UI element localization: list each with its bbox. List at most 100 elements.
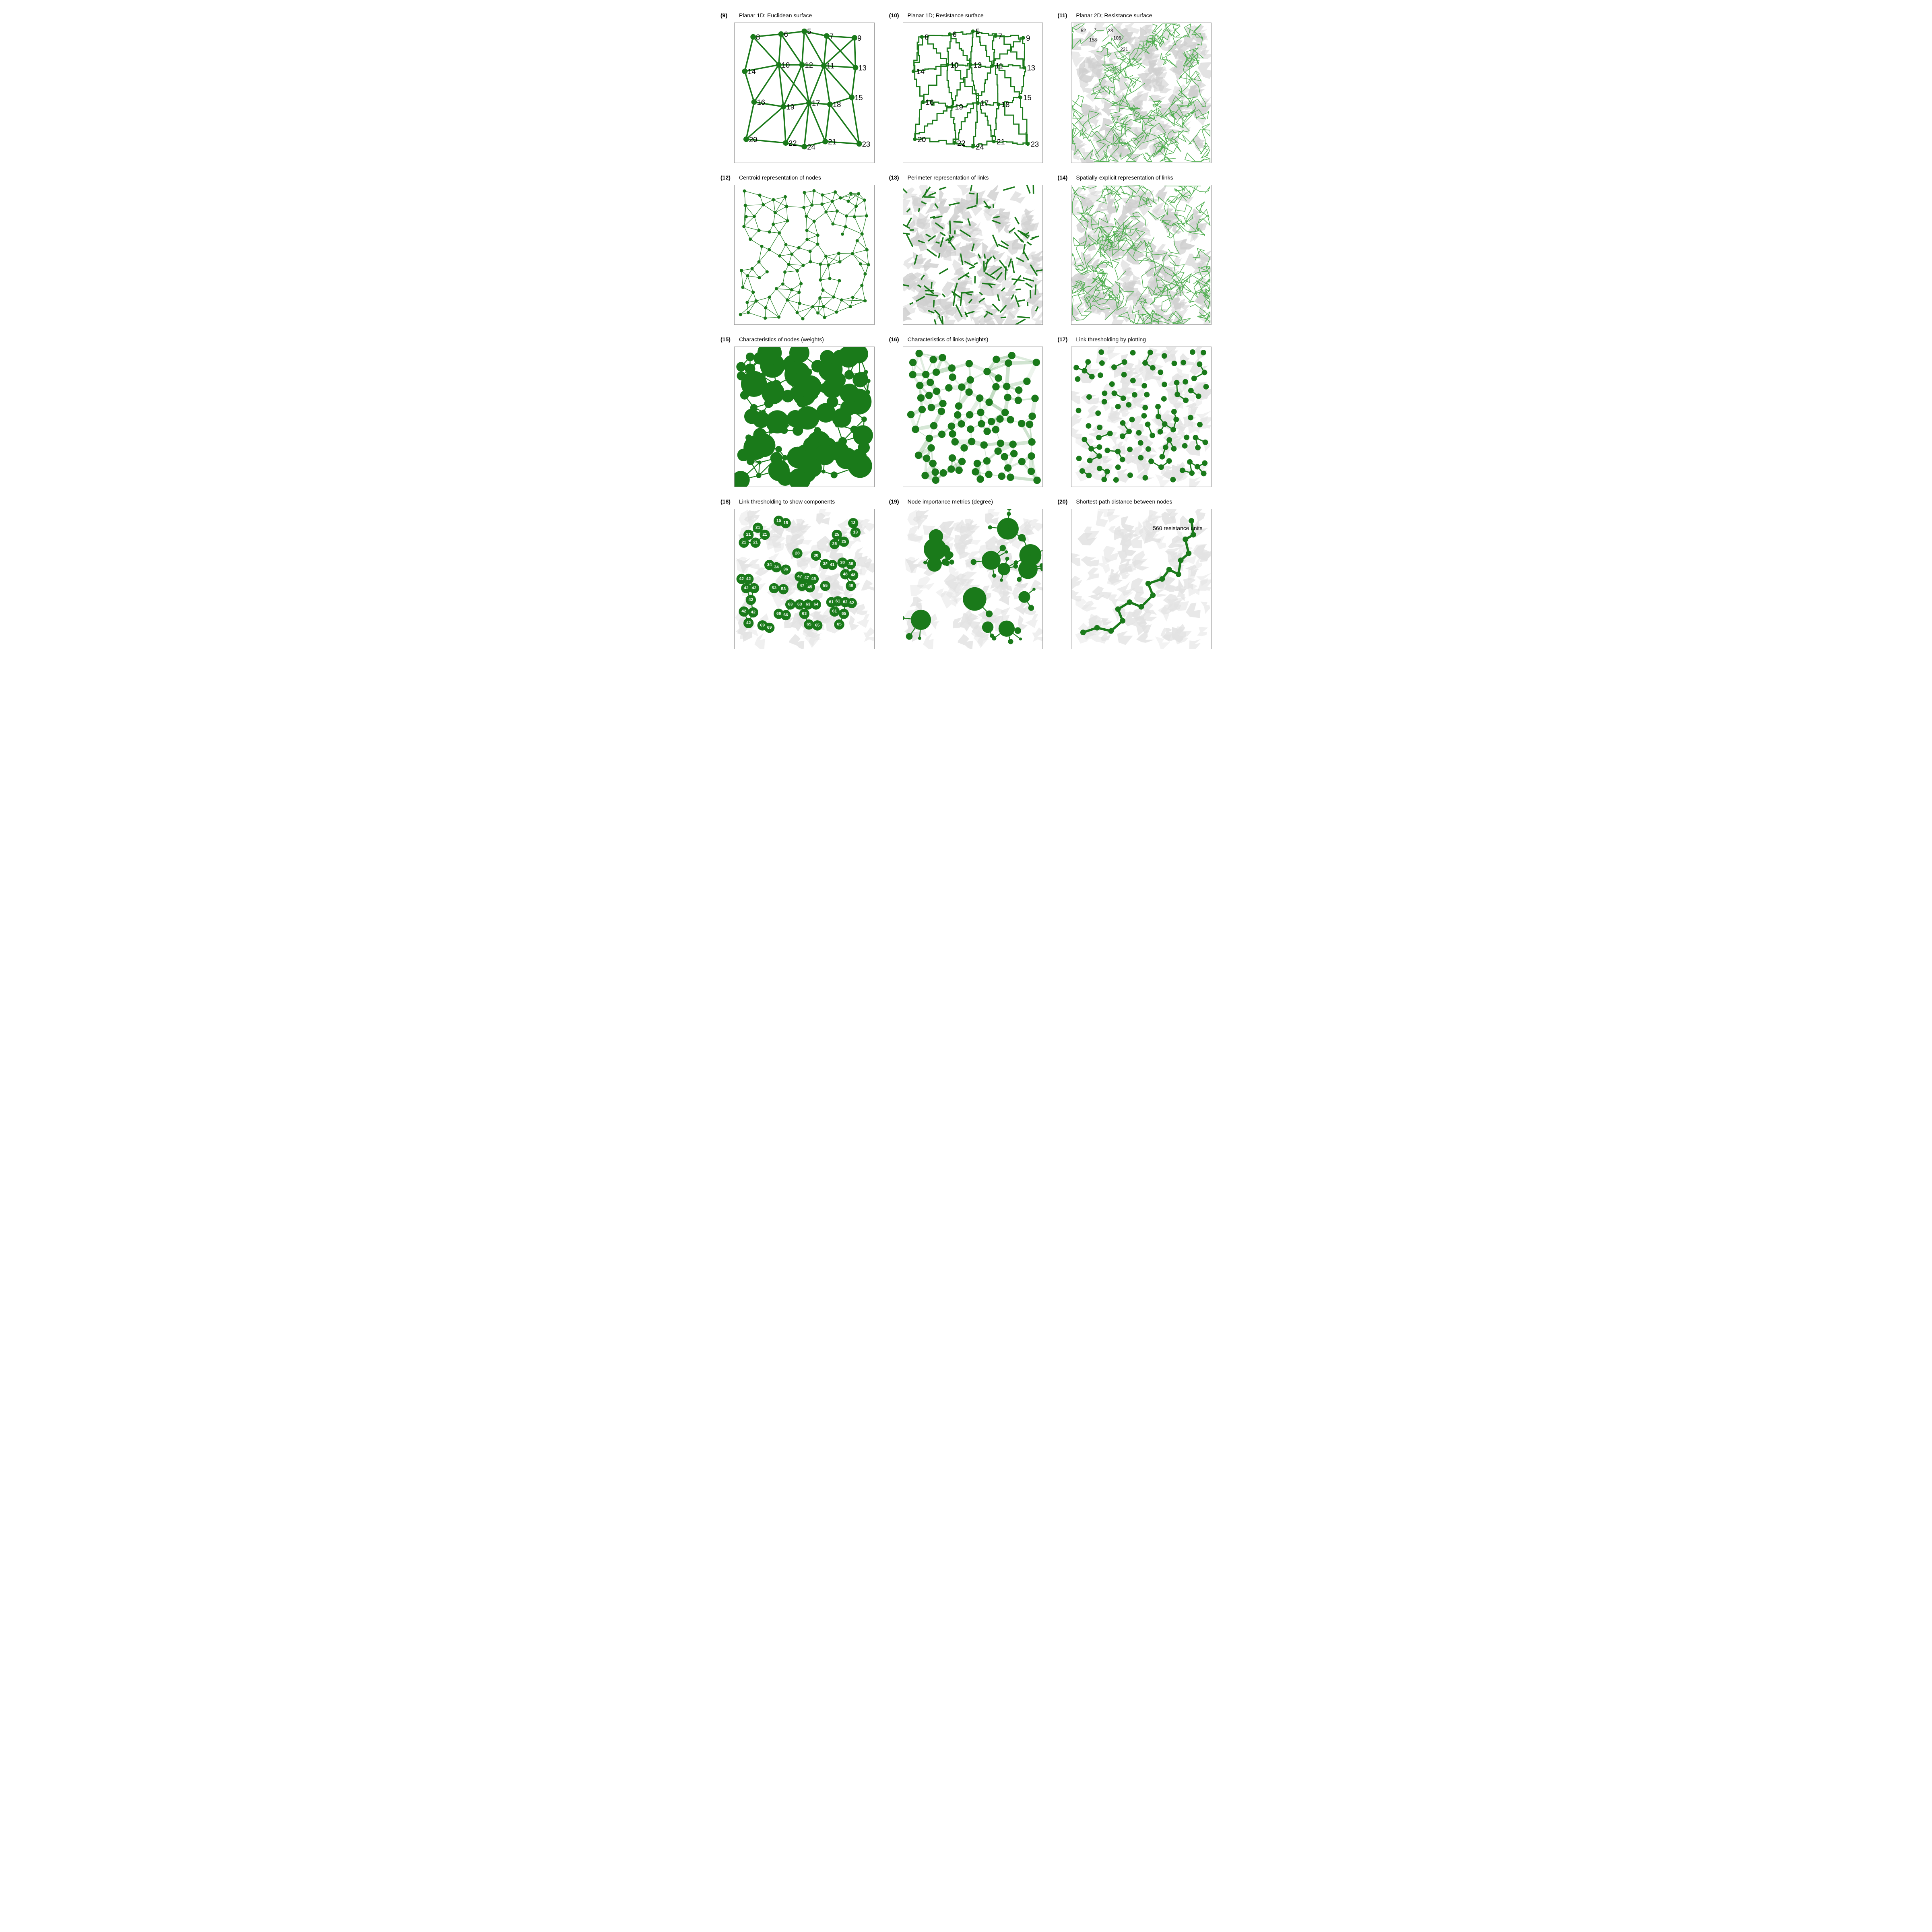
svg-text:42: 42 — [739, 577, 744, 581]
svg-text:16: 16 — [757, 98, 765, 106]
svg-text:24: 24 — [976, 142, 984, 151]
svg-text:17: 17 — [980, 99, 989, 107]
svg-text:42: 42 — [746, 577, 751, 581]
svg-text:23: 23 — [1108, 29, 1113, 33]
panel-number: (17) — [1057, 336, 1071, 343]
svg-text:10: 10 — [782, 61, 790, 69]
svg-text:65: 65 — [842, 612, 846, 616]
panel-number: (10) — [889, 12, 903, 19]
panel-10: (10) Planar 1D; Resistance surface 56789… — [889, 12, 1043, 163]
panel-title: Characteristics of links (weights) — [908, 336, 989, 343]
svg-text:65: 65 — [837, 622, 842, 627]
panel-title: Shortest-path distance between nodes — [1076, 498, 1172, 505]
svg-text:21: 21 — [828, 138, 836, 146]
svg-text:14: 14 — [747, 67, 756, 76]
panel-title: Planar 1D; Euclidean surface — [739, 12, 812, 19]
svg-text:21: 21 — [753, 541, 758, 545]
svg-text:16: 16 — [925, 98, 934, 106]
svg-text:55: 55 — [823, 584, 828, 588]
svg-text:47: 47 — [797, 574, 802, 579]
panel-12: (12) Centroid representation of nodes — [720, 174, 875, 325]
svg-text:38: 38 — [840, 560, 845, 565]
panel-canvas: 56789101112131415161718192021222324 — [903, 23, 1043, 163]
svg-text:106: 106 — [1113, 36, 1121, 41]
panel-number: (20) — [1057, 498, 1071, 505]
panel-canvas — [1071, 185, 1212, 325]
panel-16: (16) Characteristics of links (weights) — [889, 336, 1043, 487]
svg-text:21: 21 — [755, 526, 760, 530]
svg-text:61: 61 — [836, 599, 840, 603]
svg-text:52: 52 — [1081, 29, 1086, 33]
svg-text:66: 66 — [783, 613, 788, 617]
panel-number: (15) — [720, 336, 734, 343]
panel-9: (9) Planar 1D; Euclidean surface 5678910… — [720, 12, 875, 163]
svg-text:25: 25 — [842, 539, 846, 544]
svg-text:15: 15 — [783, 521, 788, 525]
panel-title: Centroid representation of nodes — [739, 174, 821, 181]
svg-text:6: 6 — [784, 30, 788, 39]
panel-number: (9) — [720, 12, 734, 19]
panel-canvas: 2115151321212513212125252830343436384138… — [734, 509, 875, 649]
panel-11: (11) Planar 2D; Resistance surface 52723… — [1057, 12, 1212, 163]
svg-text:48: 48 — [843, 572, 848, 576]
svg-text:17: 17 — [812, 99, 820, 107]
svg-text:42: 42 — [752, 586, 757, 590]
svg-text:158: 158 — [1089, 38, 1097, 43]
svg-text:11: 11 — [827, 62, 834, 70]
panel-title: Spatially-explicit representation of lin… — [1076, 174, 1173, 181]
panel-19: (19) Node importance metrics (degree) — [889, 498, 1043, 649]
panel-13: (13) Perimeter representation of links — [889, 174, 1043, 325]
svg-text:21: 21 — [762, 533, 767, 537]
svg-text:42: 42 — [746, 621, 751, 625]
panel-canvas — [903, 347, 1043, 487]
panel-number: (19) — [889, 498, 903, 505]
svg-text:19: 19 — [955, 103, 963, 111]
svg-text:66: 66 — [776, 612, 781, 616]
svg-text:34: 34 — [774, 565, 779, 570]
svg-text:18: 18 — [833, 100, 841, 109]
svg-text:48: 48 — [851, 573, 856, 578]
svg-text:9: 9 — [857, 34, 861, 42]
svg-text:25: 25 — [834, 533, 839, 537]
svg-text:45: 45 — [811, 577, 816, 581]
svg-text:25: 25 — [832, 542, 837, 546]
panel-title: Characteristics of nodes (weights) — [739, 336, 824, 343]
panel-canvas — [1071, 347, 1212, 487]
panel-title: Planar 2D; Resistance surface — [1076, 12, 1152, 19]
svg-text:14: 14 — [916, 67, 925, 76]
svg-text:22: 22 — [788, 139, 797, 147]
svg-text:42: 42 — [741, 609, 746, 614]
panel-20: (20) Shortest-path distance between node… — [1057, 498, 1212, 649]
svg-text:38: 38 — [823, 562, 828, 566]
svg-text:42: 42 — [749, 598, 753, 602]
svg-text:21: 21 — [741, 541, 746, 545]
panel-canvas: 56789101112131415161718192021222324 — [734, 23, 875, 163]
svg-text:11: 11 — [995, 62, 1003, 70]
panel-number: (13) — [889, 174, 903, 181]
svg-text:69: 69 — [760, 623, 765, 627]
svg-text:15: 15 — [1023, 93, 1032, 102]
svg-text:5: 5 — [976, 27, 980, 36]
panel-18: (18) Link thresholding to show component… — [720, 498, 875, 649]
panel-number: (11) — [1057, 12, 1071, 19]
svg-text:48: 48 — [848, 584, 853, 588]
panel-title: Node importance metrics (degree) — [908, 498, 993, 505]
svg-text:18: 18 — [1001, 100, 1009, 109]
svg-text:61: 61 — [832, 609, 837, 614]
svg-text:6: 6 — [952, 30, 956, 39]
svg-text:63: 63 — [788, 602, 793, 607]
panel-title: Link thresholding to show components — [739, 498, 835, 505]
panel-title: Perimeter representation of links — [908, 174, 989, 181]
svg-text:24: 24 — [807, 142, 815, 151]
svg-text:221: 221 — [1121, 47, 1128, 52]
svg-text:53: 53 — [781, 587, 786, 591]
panel-canvas — [903, 509, 1043, 649]
svg-text:23: 23 — [862, 140, 871, 148]
svg-text:53: 53 — [772, 586, 776, 590]
panel-number: (18) — [720, 498, 734, 505]
svg-text:23: 23 — [1030, 140, 1039, 148]
svg-text:560 resistance units: 560 resistance units — [1153, 525, 1203, 531]
panel-title: Planar 1D; Resistance surface — [908, 12, 984, 19]
svg-text:20: 20 — [749, 135, 758, 144]
svg-text:34: 34 — [767, 563, 772, 567]
